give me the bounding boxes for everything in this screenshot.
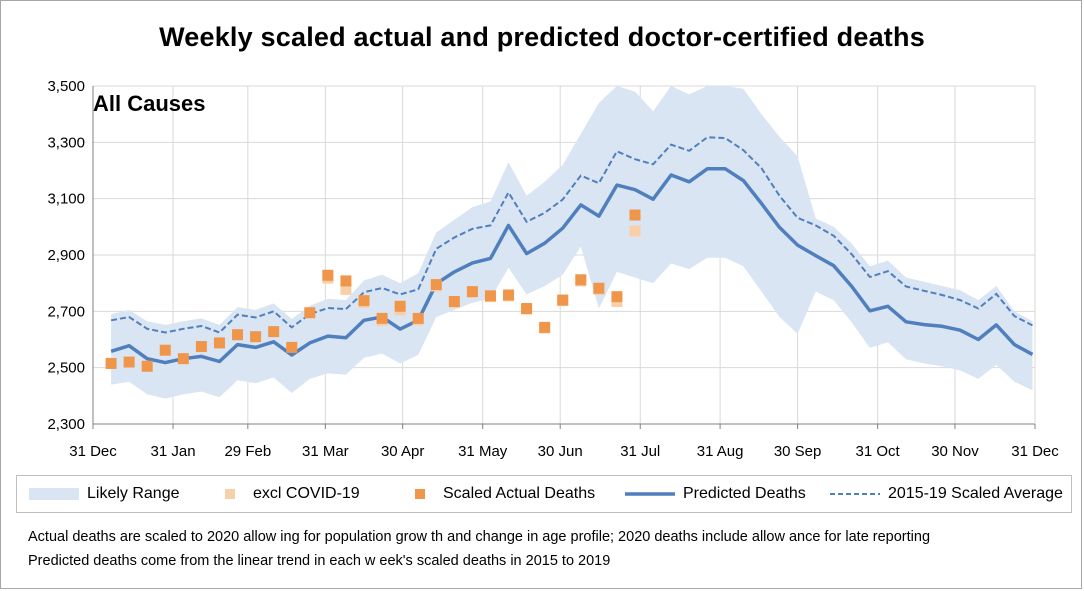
scaled-actual-marker [159, 344, 171, 356]
footnote-prediction: Predicted deaths come from the linear tr… [28, 553, 611, 569]
scaled-actual-marker [123, 356, 135, 368]
x-tick-label: 31 Mar [302, 443, 349, 460]
legend-swatch-likely-range [29, 488, 79, 500]
scaled-actual-marker [141, 360, 153, 372]
scaled-actual-marker [376, 312, 388, 324]
legend-label-average: 2015-19 Scaled Average [888, 485, 1063, 502]
y-tick-label: 2,700 [47, 303, 85, 320]
chart-plot: 2,300 2,500 2,700 2,900 3,100 3,300 3,500 31 De… [47, 78, 1059, 460]
excl-covid-marker [629, 225, 641, 237]
scaled-actual-marker [304, 307, 316, 319]
scaled-actual-marker [195, 341, 207, 353]
axes: 2,300 2,500 2,700 2,900 3,100 3,300 3,500 31 De… [47, 78, 1059, 460]
scaled-actual-marker [412, 312, 424, 324]
excl-covid-marker [340, 283, 352, 295]
x-tick-label: 31 Jul [620, 443, 660, 460]
scaled-actual-marker [448, 295, 460, 307]
legend-label-scaled-actual: Scaled Actual Deaths [443, 485, 596, 502]
scaled-actual-marker [539, 321, 551, 333]
legend-swatch-average [830, 493, 880, 495]
legend-item-average: 2015-19 Scaled Average [830, 476, 1063, 512]
footnote-scaling: Actual deaths are scaled to 2020 allow i… [28, 529, 931, 545]
scaled-actual-marker [105, 357, 117, 369]
scaled-actual-marker [177, 353, 189, 365]
legend-label-predicted: Predicted Deaths [683, 485, 806, 502]
x-tick-label: 31 Aug [697, 443, 744, 460]
x-tick-label: 29 Feb [224, 443, 271, 460]
x-tick-label: 31 Dec [69, 443, 117, 460]
scaled-actual-marker [593, 282, 605, 294]
series-markers [105, 209, 641, 372]
scaled-actual-marker [340, 275, 352, 287]
legend-item-scaled-actual: Scaled Actual Deaths [405, 476, 595, 512]
x-tick-label: 30 Apr [381, 443, 424, 460]
scaled-actual-marker [521, 303, 533, 315]
x-tick-label: 30 Sep [774, 443, 822, 460]
legend-item-predicted: Predicted Deaths [625, 476, 806, 512]
scaled-actual-marker [611, 291, 623, 303]
likely-range-band [111, 86, 1033, 399]
scaled-actual-marker [322, 269, 334, 281]
legend-label-likely-range: Likely Range [87, 485, 180, 502]
scaled-actual-marker [394, 300, 406, 312]
chart-title: Weekly scaled actual and predicted docto… [159, 22, 925, 52]
x-tick-label: 31 May [458, 443, 508, 460]
legend-item-likely-range: Likely Range [29, 476, 180, 512]
scaled-actual-marker [268, 326, 280, 338]
scaled-actual-marker [629, 209, 641, 221]
x-tick-label: 31 Jan [151, 443, 196, 460]
scaled-actual-marker [213, 337, 225, 349]
scaled-actual-marker [232, 329, 244, 341]
scaled-actual-marker [557, 294, 569, 306]
y-tick-label: 3,500 [47, 78, 85, 95]
x-tick-label: 31 Oct [856, 443, 901, 460]
scaled-actual-marker [358, 295, 370, 307]
legend-swatch-scaled-actual [415, 489, 425, 499]
scaled-actual-marker [286, 341, 298, 353]
y-tick-label: 2,900 [47, 247, 85, 264]
scaled-actual-marker [484, 290, 496, 302]
likely-range-area [111, 86, 1033, 399]
x-tick-label: 31 Dec [1011, 443, 1059, 460]
legend-label-excl-covid: excl COVID-19 [253, 485, 360, 502]
series-lines [110, 136, 1034, 365]
scaled-actual-marker [430, 279, 442, 291]
predicted-line [110, 167, 1034, 365]
panel-label: All Causes [93, 91, 206, 116]
x-tick-label: 30 Jun [538, 443, 583, 460]
y-tick-label: 3,300 [47, 134, 85, 151]
scaled-actual-marker [503, 289, 515, 301]
legend-swatch-predicted [625, 492, 675, 496]
legend-swatch-excl-covid [225, 489, 235, 499]
y-tick-label: 3,100 [47, 191, 85, 208]
y-tick-label: 2,300 [47, 416, 85, 433]
scaled-actual-marker [466, 286, 478, 298]
scaled-actual-marker [250, 331, 262, 343]
scaled-actual-marker [575, 274, 587, 286]
legend-item-excl-covid: excl COVID-19 [215, 476, 360, 512]
y-tick-label: 2,500 [47, 360, 85, 377]
average-line [110, 136, 1033, 334]
x-tick-label: 30 Nov [931, 443, 979, 460]
chart-legend: Likely Range excl COVID-19 Scaled Actual… [16, 475, 1072, 513]
